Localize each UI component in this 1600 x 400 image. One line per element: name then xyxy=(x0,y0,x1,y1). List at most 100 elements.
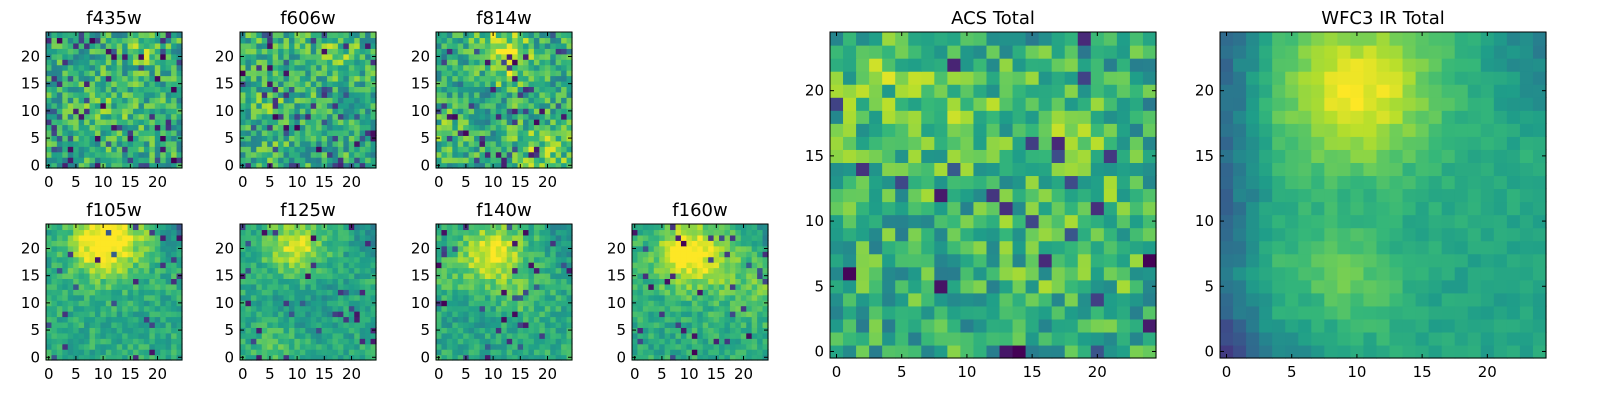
heatmap-cell xyxy=(495,343,502,350)
heatmap-cell xyxy=(452,140,459,147)
heatmap-cell xyxy=(539,140,546,147)
heatmap-cell xyxy=(67,146,74,153)
x-tick-label: 20 xyxy=(148,365,167,383)
heatmap-cell xyxy=(105,59,112,66)
heatmap-cell xyxy=(354,64,361,71)
heatmap-cell xyxy=(544,267,551,274)
heatmap-cell xyxy=(359,332,366,339)
heatmap-cell xyxy=(479,70,486,77)
heatmap-cell xyxy=(343,316,350,323)
heatmap-cell xyxy=(506,245,513,252)
heatmap-cell xyxy=(294,151,301,158)
heatmap-cell xyxy=(528,311,535,318)
heatmap-cell xyxy=(245,234,252,241)
heatmap-cell xyxy=(1038,318,1053,333)
heatmap-cell xyxy=(921,331,935,346)
heatmap-cell xyxy=(111,311,118,318)
heatmap-cell xyxy=(528,113,535,120)
heatmap-cell xyxy=(441,256,448,263)
heatmap-cell xyxy=(165,151,172,158)
heatmap-cell xyxy=(294,300,301,307)
heatmap-cell xyxy=(100,80,107,87)
heatmap-cell xyxy=(724,267,731,274)
heatmap-cell xyxy=(321,343,328,350)
heatmap-cell xyxy=(762,278,769,285)
heatmap-cell xyxy=(468,327,475,334)
heatmap-cell xyxy=(89,48,96,55)
heatmap-cell xyxy=(310,305,317,312)
heatmap-cell xyxy=(479,289,486,296)
heatmap-cell xyxy=(245,86,252,93)
heatmap-cell xyxy=(642,229,649,236)
heatmap-cell xyxy=(746,229,753,236)
heatmap-cell xyxy=(947,266,961,281)
heatmap-cell xyxy=(724,245,731,252)
heatmap-cell xyxy=(490,86,497,93)
heatmap-cell xyxy=(441,240,448,247)
heatmap-cell xyxy=(133,102,140,109)
heatmap-cell xyxy=(999,344,1014,359)
heatmap-cell xyxy=(100,300,107,307)
heatmap-cell xyxy=(446,64,453,71)
heatmap-cell xyxy=(261,48,268,55)
heatmap-cell xyxy=(457,37,464,44)
heatmap-cell xyxy=(67,327,74,334)
heatmap-cell xyxy=(501,151,508,158)
heatmap-cell xyxy=(62,294,69,301)
heatmap-cell xyxy=(468,32,475,39)
heatmap-cell xyxy=(490,140,497,147)
heatmap-cell xyxy=(544,234,551,241)
heatmap-cell xyxy=(664,234,671,241)
heatmap-cell xyxy=(550,124,557,131)
heatmap-cell xyxy=(1103,201,1118,216)
heatmap-cell xyxy=(84,349,91,356)
heatmap-cell xyxy=(653,338,660,345)
heatmap-cell xyxy=(245,327,252,334)
heatmap-cell xyxy=(446,305,453,312)
heatmap-cell xyxy=(512,278,519,285)
heatmap-cell xyxy=(637,294,644,301)
heatmap-cell xyxy=(702,229,709,236)
heatmap-cell xyxy=(105,267,112,274)
heatmap-cell xyxy=(724,240,731,247)
heatmap-cell xyxy=(154,124,161,131)
heatmap-cell xyxy=(1129,162,1144,177)
heatmap-cell xyxy=(46,349,53,356)
heatmap-cell xyxy=(51,162,58,169)
heatmap-cell xyxy=(908,162,922,177)
heatmap-cell xyxy=(468,240,475,247)
heatmap-cell xyxy=(533,338,540,345)
heatmap-cell xyxy=(830,149,844,163)
heatmap-cell xyxy=(1012,227,1027,242)
heatmap-cell xyxy=(735,229,742,236)
heatmap-cell xyxy=(436,311,443,318)
heatmap-cell xyxy=(256,59,263,66)
heatmap-cell xyxy=(73,91,80,98)
heatmap-cell xyxy=(165,251,172,258)
heatmap-cell xyxy=(751,327,758,334)
heatmap-cell xyxy=(62,349,69,356)
heatmap-cell xyxy=(160,294,167,301)
heatmap-cell xyxy=(56,53,63,60)
heatmap-cell xyxy=(332,251,339,258)
heatmap-cell xyxy=(305,262,312,269)
heatmap-cell xyxy=(127,251,134,258)
heatmap-cell xyxy=(272,151,279,158)
heatmap-cell xyxy=(56,316,63,323)
heatmap-cell xyxy=(327,140,334,147)
heatmap-cell xyxy=(272,311,279,318)
heatmap-cell xyxy=(370,240,377,247)
heatmap-cell xyxy=(691,311,698,318)
heatmap-cell xyxy=(67,229,74,236)
heatmap-cell xyxy=(143,53,150,60)
heatmap-cell xyxy=(1038,331,1053,346)
heatmap-cell xyxy=(441,234,448,241)
heatmap-cell xyxy=(457,349,464,356)
heatmap-cell xyxy=(490,305,497,312)
heatmap-cell xyxy=(544,70,551,77)
x-tick-label: 20 xyxy=(148,173,167,191)
heatmap-cell xyxy=(719,283,726,290)
heatmap-cell xyxy=(62,305,69,312)
heatmap-cell xyxy=(272,327,279,334)
heatmap-cell xyxy=(310,53,317,60)
